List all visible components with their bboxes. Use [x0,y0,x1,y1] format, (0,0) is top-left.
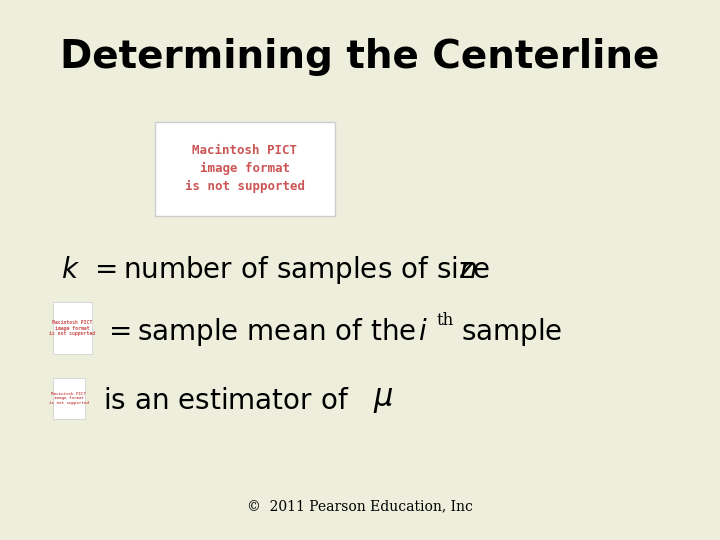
Text: Macintosh PICT
image format
is not supported: Macintosh PICT image format is not suppo… [50,320,95,336]
Text: $k$: $k$ [61,256,80,284]
Text: Determining the Centerline: Determining the Centerline [60,38,660,76]
Text: Macintosh PICT
image format
is not supported: Macintosh PICT image format is not suppo… [49,392,89,405]
Text: $= \mathrm{sample\ mean\ of\ the\ }$: $= \mathrm{sample\ mean\ of\ the\ }$ [103,316,416,348]
Text: Macintosh PICT
image format
is not supported: Macintosh PICT image format is not suppo… [185,144,305,193]
Text: th: th [436,312,454,329]
Text: $\mathrm{sample}$: $\mathrm{sample}$ [461,316,562,348]
FancyBboxPatch shape [53,378,85,419]
Text: $n$: $n$ [459,256,477,284]
FancyBboxPatch shape [155,122,335,216]
FancyBboxPatch shape [53,302,92,354]
Text: $= \mathrm{number\ of\ samples\ of\ size\ }$: $= \mathrm{number\ of\ samples\ of\ size… [89,254,490,286]
Text: $\mu$: $\mu$ [373,386,393,415]
Text: $i$: $i$ [418,318,427,346]
Text: $\mathrm{is\ an\ estimator\ of\ }$: $\mathrm{is\ an\ estimator\ of\ }$ [103,387,349,415]
Text: ©  2011 Pearson Education, Inc: © 2011 Pearson Education, Inc [247,499,473,513]
